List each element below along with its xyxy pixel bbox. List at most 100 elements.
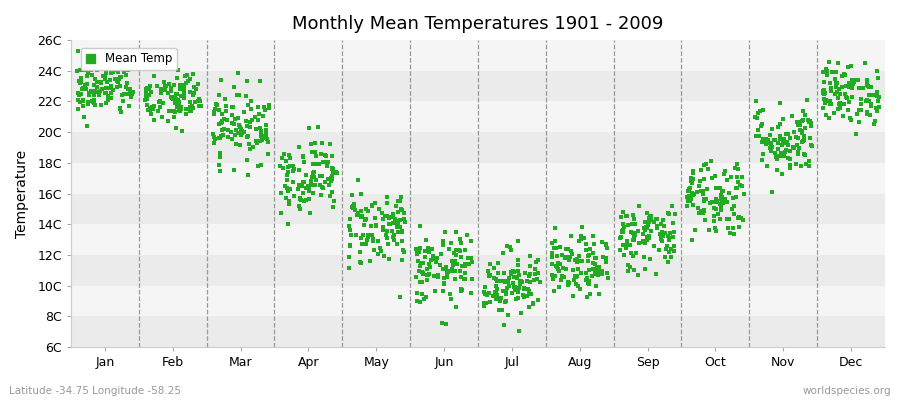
Point xyxy=(410,258,425,265)
Point xyxy=(724,174,738,180)
Point xyxy=(276,151,291,157)
Point xyxy=(393,198,408,204)
Point xyxy=(845,77,859,84)
Point xyxy=(620,238,634,244)
Point xyxy=(581,252,596,258)
Point xyxy=(776,140,790,146)
Point xyxy=(285,162,300,169)
Point xyxy=(626,231,641,237)
Point xyxy=(658,254,672,260)
Point xyxy=(820,68,834,74)
Point xyxy=(357,217,372,224)
Point xyxy=(682,184,697,191)
Point xyxy=(709,228,724,235)
Point xyxy=(667,229,681,235)
Point xyxy=(115,51,130,57)
Point xyxy=(642,218,656,225)
Point xyxy=(184,104,198,110)
Point xyxy=(140,86,154,92)
Point xyxy=(445,266,459,272)
Point xyxy=(90,84,104,90)
Point xyxy=(119,84,133,90)
Point xyxy=(322,141,337,147)
Point xyxy=(529,259,544,265)
Point xyxy=(328,168,342,175)
Point xyxy=(353,249,367,255)
Point xyxy=(616,227,630,234)
Point xyxy=(730,161,744,168)
Point xyxy=(688,227,702,233)
Point xyxy=(649,216,663,222)
Point xyxy=(449,229,464,235)
Point xyxy=(379,232,393,239)
Point xyxy=(231,70,246,76)
Point xyxy=(244,106,258,112)
Point xyxy=(262,102,276,108)
Point xyxy=(733,182,747,189)
Point xyxy=(555,252,570,258)
Point xyxy=(295,153,310,159)
Point xyxy=(803,135,817,142)
Point xyxy=(158,83,172,89)
Point xyxy=(225,112,239,118)
Point xyxy=(380,234,394,241)
Point xyxy=(220,116,234,123)
Point xyxy=(283,186,297,192)
Point xyxy=(392,294,407,300)
Point xyxy=(294,182,309,189)
Point xyxy=(629,250,643,256)
Point xyxy=(586,266,600,272)
Point xyxy=(171,97,185,104)
Point xyxy=(668,211,682,218)
Point xyxy=(193,98,207,104)
Point xyxy=(760,162,774,169)
Point xyxy=(665,203,680,209)
Point xyxy=(88,76,103,82)
Point xyxy=(324,178,338,185)
Point xyxy=(410,290,425,296)
Point xyxy=(345,192,359,198)
Bar xyxy=(71,316,885,347)
Point xyxy=(571,273,585,279)
Point xyxy=(320,175,335,182)
Point xyxy=(580,294,594,300)
Point xyxy=(783,156,797,162)
Point xyxy=(309,152,323,159)
Point xyxy=(447,258,462,264)
Point xyxy=(872,94,886,100)
Point xyxy=(491,278,505,284)
Point xyxy=(139,92,153,98)
Point xyxy=(158,62,173,68)
Point xyxy=(623,242,637,248)
Point xyxy=(455,263,470,270)
Point xyxy=(440,268,454,275)
Point xyxy=(113,74,128,80)
Point xyxy=(175,82,189,88)
Point xyxy=(531,257,545,264)
Point xyxy=(434,251,448,258)
Point xyxy=(444,240,458,246)
Point xyxy=(121,91,135,98)
Point xyxy=(835,100,850,107)
Point xyxy=(707,218,722,224)
Point xyxy=(260,136,274,143)
Point xyxy=(851,84,866,91)
Point xyxy=(391,198,405,204)
Point xyxy=(164,94,178,100)
Point xyxy=(174,106,188,112)
Point xyxy=(777,152,791,159)
Point xyxy=(166,108,181,114)
Point xyxy=(108,76,122,82)
Point xyxy=(832,100,847,106)
Point xyxy=(599,245,614,251)
Point xyxy=(425,246,439,252)
Point xyxy=(763,140,778,146)
Point xyxy=(438,229,453,235)
Point xyxy=(354,208,368,214)
Point xyxy=(639,210,653,217)
Point xyxy=(616,209,630,216)
Point xyxy=(770,167,785,174)
Point xyxy=(616,221,630,228)
Point xyxy=(364,223,378,230)
Point xyxy=(117,68,131,75)
